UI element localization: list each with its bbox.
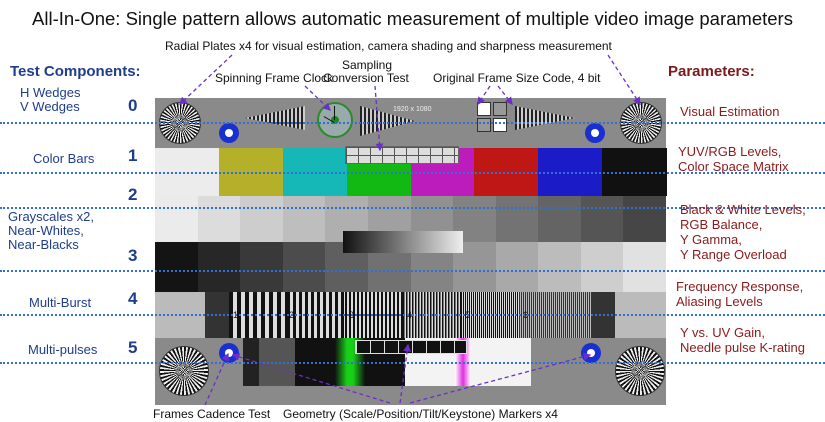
frame-size-bit-4 xyxy=(493,118,507,132)
guide-line-row1 xyxy=(0,172,825,174)
component-wedges: H Wedges V Wedges xyxy=(20,85,81,114)
guide-line-row2 xyxy=(0,207,825,209)
arrow-frame-size-left xyxy=(477,85,491,106)
guide-line-row0 xyxy=(0,122,825,124)
arrow-sampling xyxy=(374,85,384,152)
arrow-geometry-1 xyxy=(231,353,391,404)
component-multi-pulses: Multi-pulses xyxy=(28,342,98,357)
component-num-5: 5 xyxy=(128,338,138,357)
arrow-radial-right xyxy=(607,54,641,106)
callout-radial-plates: Radial Plates x4 for visual estimation, … xyxy=(165,39,612,53)
arrow-geometry-3 xyxy=(409,352,592,404)
callout-frame-size-code: Original Frame Size Code, 4 bit xyxy=(433,71,601,85)
grayscale-step xyxy=(282,242,326,292)
component-num-1: 1 xyxy=(128,146,138,165)
param-visual-estimation: Visual Estimation xyxy=(680,104,780,119)
grayscale-step xyxy=(282,196,326,242)
grayscale-step xyxy=(538,196,582,242)
grayscale-step xyxy=(240,242,284,292)
test-components-header: Test Components: xyxy=(10,63,141,80)
component-color-bars: Color Bars xyxy=(33,151,95,166)
parameters-header: Parameters: xyxy=(668,63,755,80)
grayscale-step xyxy=(580,242,624,292)
callout-frames-cadence: Frames Cadence Test xyxy=(153,407,271,421)
grayscale-step xyxy=(623,242,667,292)
arrow-clock xyxy=(304,85,331,111)
grayscale-step xyxy=(538,242,582,292)
component-num-4: 4 xyxy=(128,289,138,308)
grayscale-step xyxy=(155,196,199,242)
arrow-cadence xyxy=(204,352,229,406)
page-title: All-In-One: Single pattern allows automa… xyxy=(32,8,793,29)
component-num-0: 0 xyxy=(128,96,138,115)
callout-sampling-conversion: Conversion Test xyxy=(323,71,409,85)
grayscale-step xyxy=(495,242,539,292)
grayscale-step xyxy=(197,196,241,242)
arrow-radial-left xyxy=(179,54,233,105)
arrow-geometry-2 xyxy=(399,343,411,404)
param-frequency-response: Frequency Response, Aliasing Levels xyxy=(676,279,804,309)
guide-line-row4 xyxy=(0,314,825,316)
grayscale-step xyxy=(495,196,539,242)
param-y-uv-gain: Y vs. UV Gain, Needle pulse K-rating xyxy=(680,325,806,355)
callout-spinning-clock: Spinning Frame Clock xyxy=(215,71,334,85)
callout-sampling: Sampling xyxy=(342,58,393,72)
geometry-marker-top-right xyxy=(585,123,605,143)
guide-line-row5 xyxy=(0,362,825,364)
param-bw-levels: Black & White Levels, RGB Balance, Y Gam… xyxy=(680,202,806,262)
grayscale-step xyxy=(623,196,667,242)
sampling-conversion-grid xyxy=(345,146,459,164)
frame-size-bit-3 xyxy=(477,118,491,132)
guide-line-row3 xyxy=(0,270,825,272)
callout-geometry-markers: Geometry (Scale/Position/Tilt/Keystone) … xyxy=(283,407,558,421)
frames-cadence-strip xyxy=(355,340,467,354)
geometry-marker-top-left xyxy=(219,123,239,143)
component-multi-burst: Multi-Burst xyxy=(29,295,92,310)
frame-size-bit-2 xyxy=(493,102,507,116)
component-num-2: 2 xyxy=(128,185,138,204)
radial-plate-bottom-right xyxy=(615,346,665,396)
radial-plate-bottom-left xyxy=(159,346,209,396)
grayscale-step xyxy=(155,242,199,292)
resolution-label: 1920 x 1080 xyxy=(393,106,432,113)
grayscale-step xyxy=(240,196,284,242)
param-yuv-rgb: YUV/RGB Levels, Color Space Matrix xyxy=(678,144,789,174)
component-grayscales: Grayscales x2, Near-Whites, Near-Blacks xyxy=(8,209,94,252)
grayscale-step xyxy=(197,242,241,292)
arrow-frame-size-right xyxy=(497,85,513,106)
gray-ramp xyxy=(343,231,463,253)
grayscale-near-whites xyxy=(155,196,667,242)
component-num-3: 3 xyxy=(128,246,138,265)
grayscale-step xyxy=(580,196,624,242)
